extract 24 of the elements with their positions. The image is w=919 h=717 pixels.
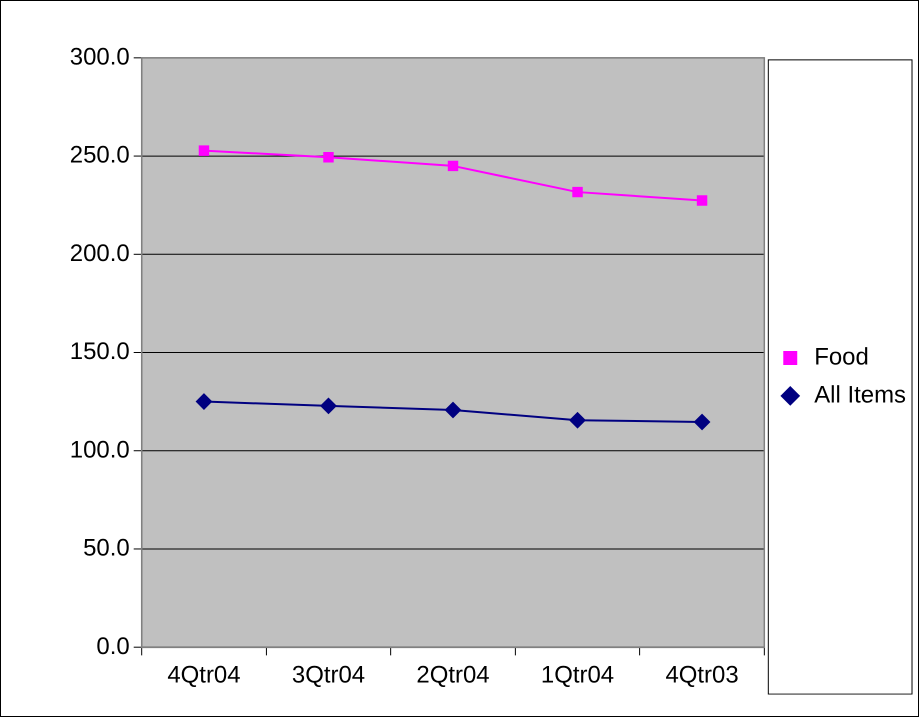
- y-tick-label: 0.0: [96, 633, 130, 660]
- y-tick-label: 150.0: [70, 338, 130, 366]
- point: [696, 195, 708, 206]
- point: [445, 402, 461, 418]
- x-tick-label: 2Qtr04: [416, 661, 490, 688]
- y-tick-label: 300.0: [70, 43, 130, 70]
- point: [448, 160, 458, 172]
- legend-label: Food: [814, 344, 869, 371]
- legend-label: All Items: [814, 382, 906, 408]
- point: [196, 394, 212, 410]
- point: [572, 186, 583, 198]
- x-tick-label: 1Qtr04: [540, 661, 614, 688]
- point: [570, 412, 586, 428]
- x-tick-label: 4Qtr04: [167, 661, 241, 688]
- y-tick-label: 50.0: [83, 534, 130, 562]
- point: [694, 414, 710, 430]
- x-tick-label: 4Qtr03: [665, 661, 739, 688]
- y-tick-label: 250.0: [70, 142, 130, 169]
- point: [323, 152, 334, 163]
- y-tick-label: 200.0: [70, 240, 130, 267]
- x-tick-label: 3Qtr04: [292, 661, 366, 688]
- y-tick-label: 100.0: [70, 436, 130, 464]
- point: [320, 398, 336, 414]
- point: [198, 145, 210, 156]
